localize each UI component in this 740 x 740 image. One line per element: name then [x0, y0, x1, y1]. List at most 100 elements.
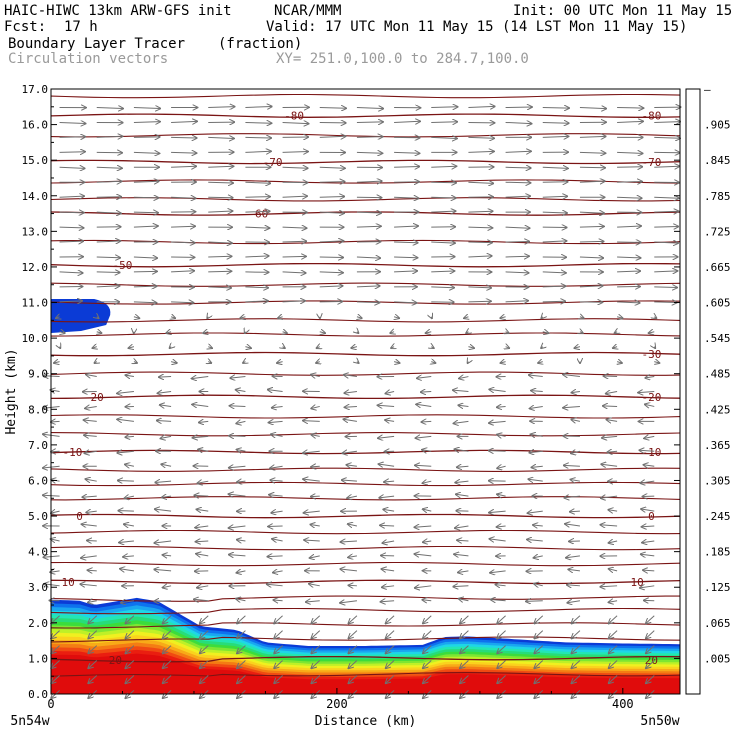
isotherm-line	[50, 282, 681, 287]
colorbar-label: .065	[704, 617, 731, 630]
circulation-vector	[268, 390, 283, 392]
circulation-vector	[497, 615, 506, 624]
circulation-vector	[158, 392, 172, 394]
circulation-vector	[311, 660, 321, 669]
y-tick-label: 8.0	[28, 403, 48, 416]
circulation-vector	[340, 601, 357, 603]
circulation-vector	[568, 569, 580, 570]
circulation-vector	[617, 362, 622, 363]
colorbar-label: .725	[704, 225, 731, 238]
circulation-vector	[229, 436, 246, 437]
circulation-vector	[200, 660, 209, 669]
circulation-vector	[208, 211, 232, 212]
circulation-vector	[609, 541, 618, 543]
circulation-vector	[51, 675, 60, 683]
circulation-vector	[196, 541, 209, 542]
colorbar-label: .905	[704, 119, 731, 132]
circulation-vector	[51, 615, 60, 624]
circulation-vector	[570, 511, 580, 512]
circulation-vector	[171, 226, 195, 227]
circulation-vector	[394, 121, 420, 122]
circulation-vector	[237, 540, 246, 541]
circulation-vector	[531, 391, 543, 392]
header-init: Init: 00 UTC Mon 11 May 15	[513, 3, 733, 19]
circulation-vector	[88, 601, 97, 603]
circulation-vector	[423, 645, 432, 654]
circulation-vector	[426, 332, 432, 333]
circulation-vector	[269, 495, 283, 496]
circulation-vector	[468, 151, 493, 152]
circulation-vector	[59, 122, 86, 123]
circulation-vector	[236, 421, 246, 423]
circulation-vector	[349, 615, 358, 624]
circulation-vector	[528, 511, 543, 513]
circulation-vector	[199, 421, 209, 422]
x-tick-label: 400	[612, 697, 634, 711]
circulation-vector	[166, 332, 171, 333]
circulation-vector	[497, 466, 506, 468]
circulation-vector	[602, 436, 618, 438]
circulation-vector	[278, 317, 283, 318]
circulation-vector	[96, 212, 121, 213]
circulation-vector	[282, 227, 307, 228]
circulation-vector	[171, 121, 197, 122]
circulation-vector	[506, 332, 509, 333]
circulation-vector	[394, 182, 419, 183]
circulation-vector	[96, 136, 123, 137]
circulation-vector	[468, 301, 490, 302]
circulation-vector	[88, 570, 97, 571]
circulation-vector	[542, 136, 569, 137]
circulation-vector	[531, 434, 543, 436]
circulation-vector	[316, 362, 320, 363]
circulation-vector	[319, 136, 346, 137]
circulation-vector	[59, 227, 84, 228]
circulation-vector	[356, 137, 383, 138]
circulation-vector	[431, 197, 455, 198]
header-valid: Valid: 17 UTC Mon 11 May 15 (14 LST Mon …	[266, 19, 688, 35]
circulation-vector	[455, 449, 469, 451]
circulation-vector	[236, 599, 246, 601]
circulation-vector	[541, 347, 543, 348]
circulation-vector	[88, 630, 98, 639]
circulation-vector	[617, 197, 642, 198]
circulation-vector	[646, 660, 655, 669]
circulation-vector	[245, 211, 269, 212]
circulation-vector	[356, 181, 382, 182]
circulation-vector	[431, 287, 454, 288]
y-tick-label: 5.0	[28, 510, 48, 523]
circulation-vector	[458, 571, 469, 573]
isotherm-label: 10	[62, 576, 75, 589]
circulation-vector	[357, 362, 359, 363]
circulation-vector	[196, 554, 209, 556]
circulation-vector	[646, 630, 655, 639]
circulation-vector	[88, 645, 98, 654]
circulation-vector	[505, 122, 532, 123]
circulation-vector	[505, 227, 530, 228]
circulation-vector	[421, 392, 432, 393]
circulation-vector	[617, 271, 640, 272]
circulation-vector	[567, 601, 581, 603]
circulation-vector	[237, 450, 246, 452]
circulation-vector	[542, 108, 569, 109]
circulation-vector	[133, 108, 160, 109]
circulation-vector	[468, 362, 469, 363]
circulation-vector	[96, 167, 122, 168]
circulation-vector	[497, 645, 506, 654]
circulation-vector	[654, 242, 678, 243]
circulation-vector	[171, 166, 196, 167]
circulation-vector	[394, 197, 419, 198]
circulation-vector	[617, 108, 643, 109]
circulation-vector	[237, 675, 246, 683]
isotherm-line	[50, 371, 681, 376]
circulation-vector	[274, 630, 283, 639]
colorbar-label: .845	[704, 154, 731, 167]
circulation-vector	[200, 645, 209, 654]
circulation-vector	[457, 540, 469, 541]
x-tick-label: 0	[47, 697, 54, 711]
circulation-vector	[606, 392, 618, 394]
circulation-vector	[654, 211, 678, 212]
circulation-vector	[96, 108, 123, 109]
circulation-vector	[422, 600, 432, 601]
circulation-vector	[501, 362, 506, 363]
